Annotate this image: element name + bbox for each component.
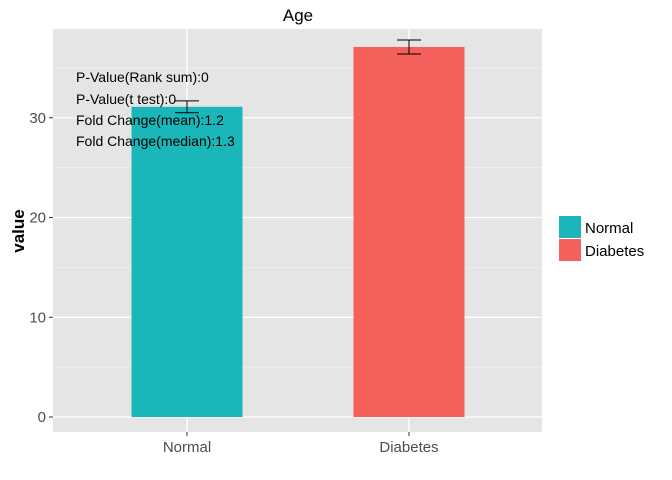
y-tick-label: 0 bbox=[38, 409, 46, 426]
x-tick-label: Normal bbox=[163, 439, 211, 456]
y-axis-label: value bbox=[9, 209, 28, 252]
annotation-fold-median: Fold Change(median):1.3 bbox=[76, 133, 235, 149]
chart-title: Age bbox=[283, 6, 313, 25]
y-tick-label: 30 bbox=[29, 110, 46, 127]
bars bbox=[131, 46, 465, 418]
x-tick-label: Diabetes bbox=[379, 439, 438, 456]
bar-diabetes bbox=[353, 46, 465, 418]
legend-label-normal: Normal bbox=[585, 220, 633, 237]
x-axis: Normal Diabetes bbox=[163, 432, 439, 456]
legend-swatch-diabetes bbox=[559, 239, 581, 261]
y-tick-label: 20 bbox=[29, 210, 46, 227]
legend: Normal Diabetes bbox=[559, 216, 644, 261]
annotation-t-test: P-Value(t test):0 bbox=[76, 91, 176, 107]
y-tick-label: 10 bbox=[29, 309, 46, 326]
annotation-rank-sum: P-Value(Rank sum):0 bbox=[76, 69, 209, 85]
y-axis: 0 10 20 30 bbox=[29, 110, 53, 426]
legend-swatch-normal bbox=[559, 216, 581, 238]
legend-label-diabetes: Diabetes bbox=[585, 243, 644, 260]
plot-panel bbox=[53, 29, 542, 432]
error-bars bbox=[175, 39, 421, 114]
bar-normal bbox=[131, 106, 243, 418]
annotation-fold-mean: Fold Change(mean):1.2 bbox=[76, 112, 224, 128]
annotations: P-Value(Rank sum):0 P-Value(t test):0 Fo… bbox=[76, 69, 235, 149]
